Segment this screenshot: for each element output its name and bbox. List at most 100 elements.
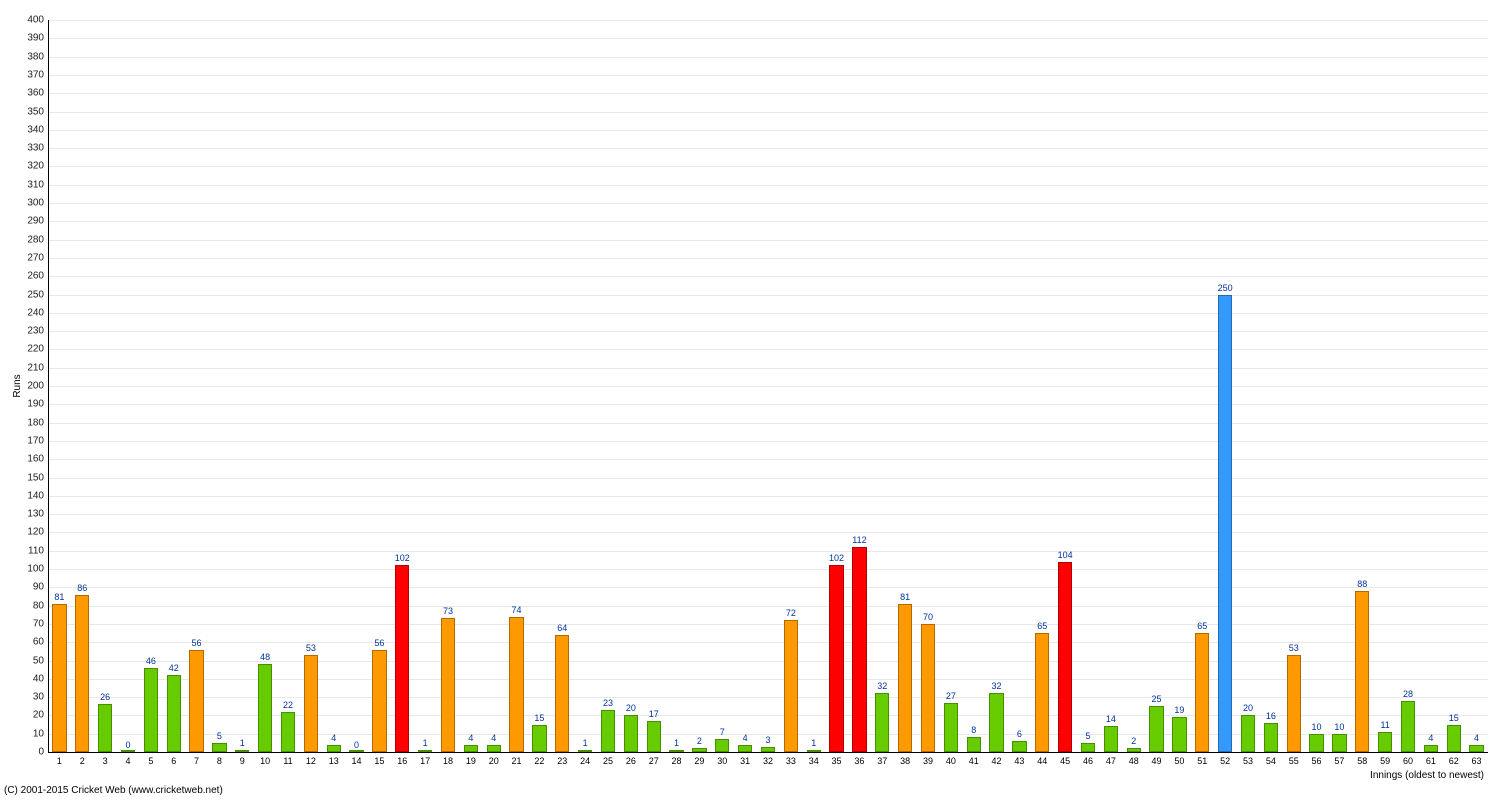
y-tick-label: 340: [0, 124, 44, 135]
y-tick-label: 380: [0, 51, 44, 62]
x-tick-label: 43: [1014, 756, 1024, 766]
bar-value-label: 56: [192, 638, 202, 648]
bar-value-label: 28: [1403, 689, 1413, 699]
gridline: [48, 130, 1488, 131]
x-tick-label: 6: [171, 756, 176, 766]
gridline: [48, 349, 1488, 350]
bar: [441, 618, 455, 752]
bar-value-label: 8: [971, 725, 976, 735]
bar: [1081, 743, 1095, 752]
x-tick-label: 7: [194, 756, 199, 766]
bar-value-label: 4: [468, 733, 473, 743]
x-tick-label: 2: [80, 756, 85, 766]
bar-value-label: 27: [946, 691, 956, 701]
bar-value-label: 14: [1106, 714, 1116, 724]
bar-value-label: 1: [811, 738, 816, 748]
gridline: [48, 423, 1488, 424]
bar: [1447, 725, 1461, 752]
bar: [738, 745, 752, 752]
bar-value-label: 10: [1312, 722, 1322, 732]
bar-value-label: 65: [1197, 621, 1207, 631]
y-tick-label: 10: [0, 728, 44, 739]
y-tick-label: 210: [0, 362, 44, 373]
x-tick-label: 37: [877, 756, 887, 766]
x-tick-label: 9: [240, 756, 245, 766]
bar: [281, 712, 295, 752]
y-tick-label: 70: [0, 618, 44, 629]
x-tick-label: 54: [1266, 756, 1276, 766]
y-tick-label: 20: [0, 710, 44, 721]
bar-value-label: 5: [217, 731, 222, 741]
y-axis-line: [48, 20, 49, 752]
bar: [1469, 745, 1483, 752]
bar-value-label: 1: [423, 738, 428, 748]
bar-value-label: 74: [512, 605, 522, 615]
x-tick-label: 63: [1472, 756, 1482, 766]
bar-value-label: 6: [1017, 729, 1022, 739]
bar: [1058, 562, 1072, 752]
bar: [1401, 701, 1415, 752]
bar-value-label: 4: [1428, 733, 1433, 743]
bar-value-label: 7: [720, 727, 725, 737]
x-tick-label: 5: [148, 756, 153, 766]
x-tick-label: 45: [1060, 756, 1070, 766]
bar-value-label: 20: [626, 703, 636, 713]
bar: [1424, 745, 1438, 752]
x-tick-label: 62: [1449, 756, 1459, 766]
bar-value-label: 32: [877, 681, 887, 691]
bar-value-label: 1: [674, 738, 679, 748]
bar-value-label: 42: [169, 663, 179, 673]
bar: [395, 565, 409, 752]
bar-value-label: 73: [443, 606, 453, 616]
x-tick-label: 22: [534, 756, 544, 766]
copyright-text: (C) 2001-2015 Cricket Web (www.cricketwe…: [4, 785, 223, 796]
gridline: [48, 642, 1488, 643]
bar-value-label: 4: [491, 733, 496, 743]
bar: [75, 595, 89, 752]
y-tick-label: 170: [0, 435, 44, 446]
bar-value-label: 16: [1266, 711, 1276, 721]
x-tick-label: 19: [466, 756, 476, 766]
x-tick-label: 55: [1289, 756, 1299, 766]
bar: [1012, 741, 1026, 752]
gridline: [48, 203, 1488, 204]
gridline: [48, 606, 1488, 607]
y-tick-label: 130: [0, 509, 44, 520]
bar-value-label: 11: [1380, 720, 1389, 730]
x-tick-label: 25: [603, 756, 613, 766]
bar: [1287, 655, 1301, 752]
y-tick-label: 40: [0, 673, 44, 684]
bar-value-label: 72: [786, 608, 796, 618]
x-tick-label: 24: [580, 756, 590, 766]
x-tick-label: 48: [1129, 756, 1139, 766]
x-tick-label: 52: [1220, 756, 1230, 766]
bar: [624, 715, 638, 752]
x-tick-label: 57: [1334, 756, 1344, 766]
y-tick-label: 120: [0, 527, 44, 538]
bar: [852, 547, 866, 752]
bar: [1195, 633, 1209, 752]
gridline: [48, 112, 1488, 113]
bar-value-label: 0: [125, 740, 130, 750]
x-tick-label: 46: [1083, 756, 1093, 766]
bar: [1218, 295, 1232, 753]
y-tick-label: 330: [0, 143, 44, 154]
x-tick-label: 41: [969, 756, 979, 766]
bar-value-label: 19: [1174, 705, 1184, 715]
y-tick-label: 350: [0, 106, 44, 117]
gridline: [48, 221, 1488, 222]
bar-value-label: 3: [765, 735, 770, 745]
bar: [189, 650, 203, 752]
gridline: [48, 57, 1488, 58]
bar: [487, 745, 501, 752]
bar-value-label: 25: [1152, 694, 1162, 704]
x-tick-label: 16: [397, 756, 407, 766]
x-tick-label: 21: [512, 756, 522, 766]
bar: [1332, 734, 1346, 752]
gridline: [48, 240, 1488, 241]
gridline: [48, 295, 1488, 296]
bar-value-label: 4: [1474, 733, 1479, 743]
bar-value-label: 88: [1357, 579, 1367, 589]
bar-value-label: 22: [283, 700, 293, 710]
bar-value-label: 1: [583, 738, 588, 748]
